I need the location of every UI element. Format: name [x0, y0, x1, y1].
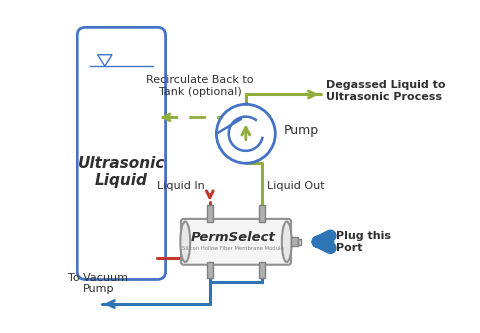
Bar — [291, 237, 298, 246]
Bar — [259, 205, 265, 221]
Text: Pump: Pump — [284, 124, 319, 137]
Text: PermSelect: PermSelect — [190, 231, 275, 244]
Bar — [206, 205, 213, 221]
Text: Liquid Out: Liquid Out — [267, 181, 325, 191]
Ellipse shape — [180, 221, 190, 262]
Bar — [298, 238, 301, 245]
Bar — [259, 262, 265, 278]
Text: Degassed Liquid to
Ultrasonic Process: Degassed Liquid to Ultrasonic Process — [326, 80, 445, 102]
Text: Recirculate Back to
Tank (optional): Recirculate Back to Tank (optional) — [146, 75, 254, 97]
Text: Plug this
Port: Plug this Port — [336, 231, 391, 253]
Text: Liquid In: Liquid In — [157, 181, 205, 191]
Text: Silicon Hollow Fiber Membrane Module: Silicon Hollow Fiber Membrane Module — [182, 246, 284, 251]
Text: To Vacuum
Pump: To Vacuum Pump — [69, 273, 129, 294]
Polygon shape — [97, 55, 112, 66]
Circle shape — [216, 104, 276, 163]
Bar — [206, 262, 213, 278]
FancyBboxPatch shape — [77, 27, 166, 279]
FancyBboxPatch shape — [181, 219, 291, 265]
Text: Ultrasonic
Liquid: Ultrasonic Liquid — [78, 156, 165, 188]
Ellipse shape — [282, 221, 292, 262]
